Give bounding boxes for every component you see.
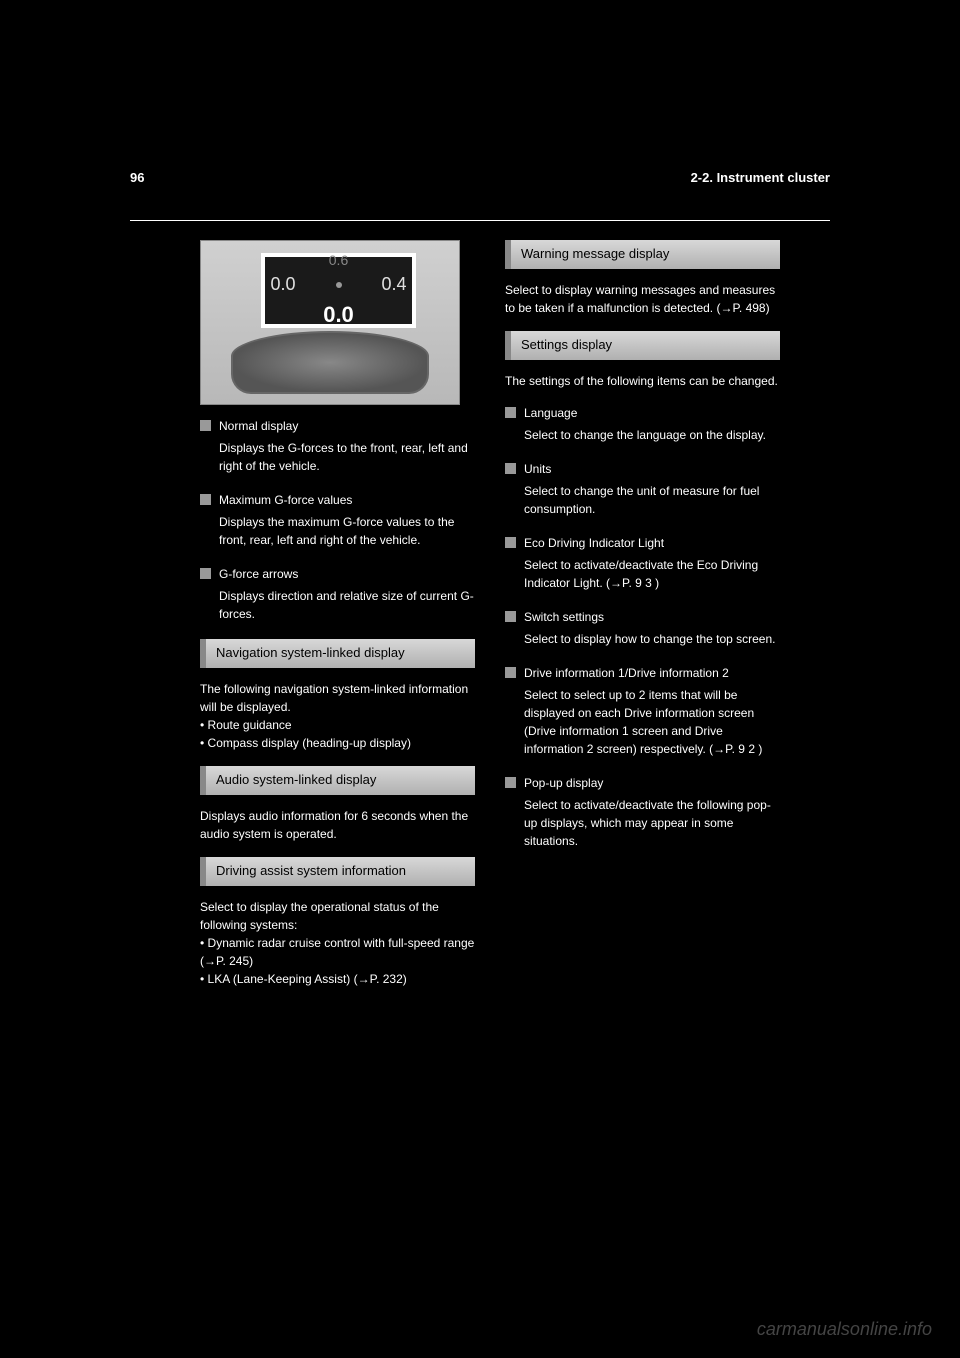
bullet-item: Maximum G-force values Displays the maxi…	[200, 491, 475, 549]
subheading-nav-body: The following navigation system-linked i…	[200, 680, 475, 752]
subheading-driving-assist-body: Select to display the operational status…	[200, 898, 475, 988]
subheading-warning-body: Select to display warning messages and m…	[505, 281, 780, 317]
bullet-body: Displays the G-forces to the front, rear…	[219, 439, 475, 475]
bullet-square-icon	[505, 611, 516, 622]
gforce-mid-row: 0.0 0.4	[270, 271, 406, 298]
bullet-item: Pop-up display Select to activate/deacti…	[505, 774, 780, 850]
bullet-body: Displays direction and relative size of …	[219, 587, 475, 623]
subheading-settings-intro: The settings of the following items can …	[505, 372, 780, 390]
dashboard-illustration: 0.6 0.0 0.4 0.0	[200, 240, 460, 405]
bullet-item: Units Select to change the unit of measu…	[505, 460, 780, 518]
page-number: 96	[130, 170, 144, 185]
bullet-title: Pop-up display	[524, 774, 780, 792]
bullet-title: Units	[524, 460, 780, 478]
page-header: 96 2-2. Instrument cluster	[130, 170, 830, 185]
bullet-body: Select to activate/deactivate the Eco Dr…	[524, 556, 780, 592]
bullet-square-icon	[200, 494, 211, 505]
bullet-header: Units	[505, 460, 780, 478]
subheading-settings: Settings display	[505, 331, 780, 360]
bullet-header: Maximum G-force values	[200, 491, 475, 509]
bullet-title: G-force arrows	[219, 565, 475, 583]
section-title: 2-2. Instrument cluster	[691, 170, 830, 185]
bullet-header: Drive information 1/Drive information 2	[505, 664, 780, 682]
bullet-header: G-force arrows	[200, 565, 475, 583]
subheading-warning: Warning message display	[505, 240, 780, 269]
bullet-body: Select to activate/deactivate the follow…	[524, 796, 780, 850]
bullet-square-icon	[505, 777, 516, 788]
bullet-square-icon	[200, 420, 211, 431]
dashboard-gauge-shape	[231, 331, 429, 394]
bullet-item: Language Select to change the language o…	[505, 404, 780, 444]
bullet-title: Maximum G-force values	[219, 491, 475, 509]
bullet-header: Language	[505, 404, 780, 422]
bullet-item: Eco Driving Indicator Light Select to ac…	[505, 534, 780, 592]
gforce-left-value: 0.0	[270, 271, 295, 298]
gforce-top-value: 0.6	[329, 250, 348, 271]
gforce-right-value: 0.4	[382, 271, 407, 298]
subheading-audio: Audio system-linked display	[200, 766, 475, 795]
watermark: carmanualsonline.info	[757, 1319, 932, 1340]
bullet-title: Eco Driving Indicator Light	[524, 534, 780, 552]
bullet-square-icon	[505, 537, 516, 548]
bullet-body: Select to select up to 2 items that will…	[524, 686, 780, 758]
bullet-header: Pop-up display	[505, 774, 780, 792]
bullet-title: Drive information 1/Drive information 2	[524, 664, 780, 682]
content-area: 0.6 0.0 0.4 0.0 Normal display Displays …	[200, 240, 780, 1002]
bullet-square-icon	[200, 568, 211, 579]
bullet-title: Language	[524, 404, 780, 422]
bullet-title: Switch settings	[524, 608, 780, 626]
subheading-nav: Navigation system-linked display	[200, 639, 475, 668]
bullet-item: Normal display Displays the G-forces to …	[200, 417, 475, 475]
bullet-item: Switch settings Select to display how to…	[505, 608, 780, 648]
bullet-body: Select to display how to change the top …	[524, 630, 780, 648]
bullet-header: Switch settings	[505, 608, 780, 626]
bullet-header: Eco Driving Indicator Light	[505, 534, 780, 552]
gforce-bottom-value: 0.0	[323, 298, 354, 331]
bullet-square-icon	[505, 463, 516, 474]
right-column: Warning message display Select to displa…	[505, 240, 780, 1002]
left-column: 0.6 0.0 0.4 0.0 Normal display Displays …	[200, 240, 475, 1002]
bullet-item: Drive information 1/Drive information 2 …	[505, 664, 780, 758]
bullet-item: G-force arrows Displays direction and re…	[200, 565, 475, 623]
bullet-square-icon	[505, 407, 516, 418]
bullet-header: Normal display	[200, 417, 475, 435]
bullet-title: Normal display	[219, 417, 475, 435]
bullet-body: Select to change the language on the dis…	[524, 426, 780, 444]
subheading-driving-assist: Driving assist system information	[200, 857, 475, 886]
gforce-center-dot	[336, 282, 342, 288]
header-divider	[130, 220, 830, 221]
subheading-audio-body: Displays audio information for 6 seconds…	[200, 807, 475, 843]
bullet-body: Displays the maximum G-force values to t…	[219, 513, 475, 549]
bullet-body: Select to change the unit of measure for…	[524, 482, 780, 518]
bullet-square-icon	[505, 667, 516, 678]
gforce-popup: 0.6 0.0 0.4 0.0	[261, 253, 416, 328]
